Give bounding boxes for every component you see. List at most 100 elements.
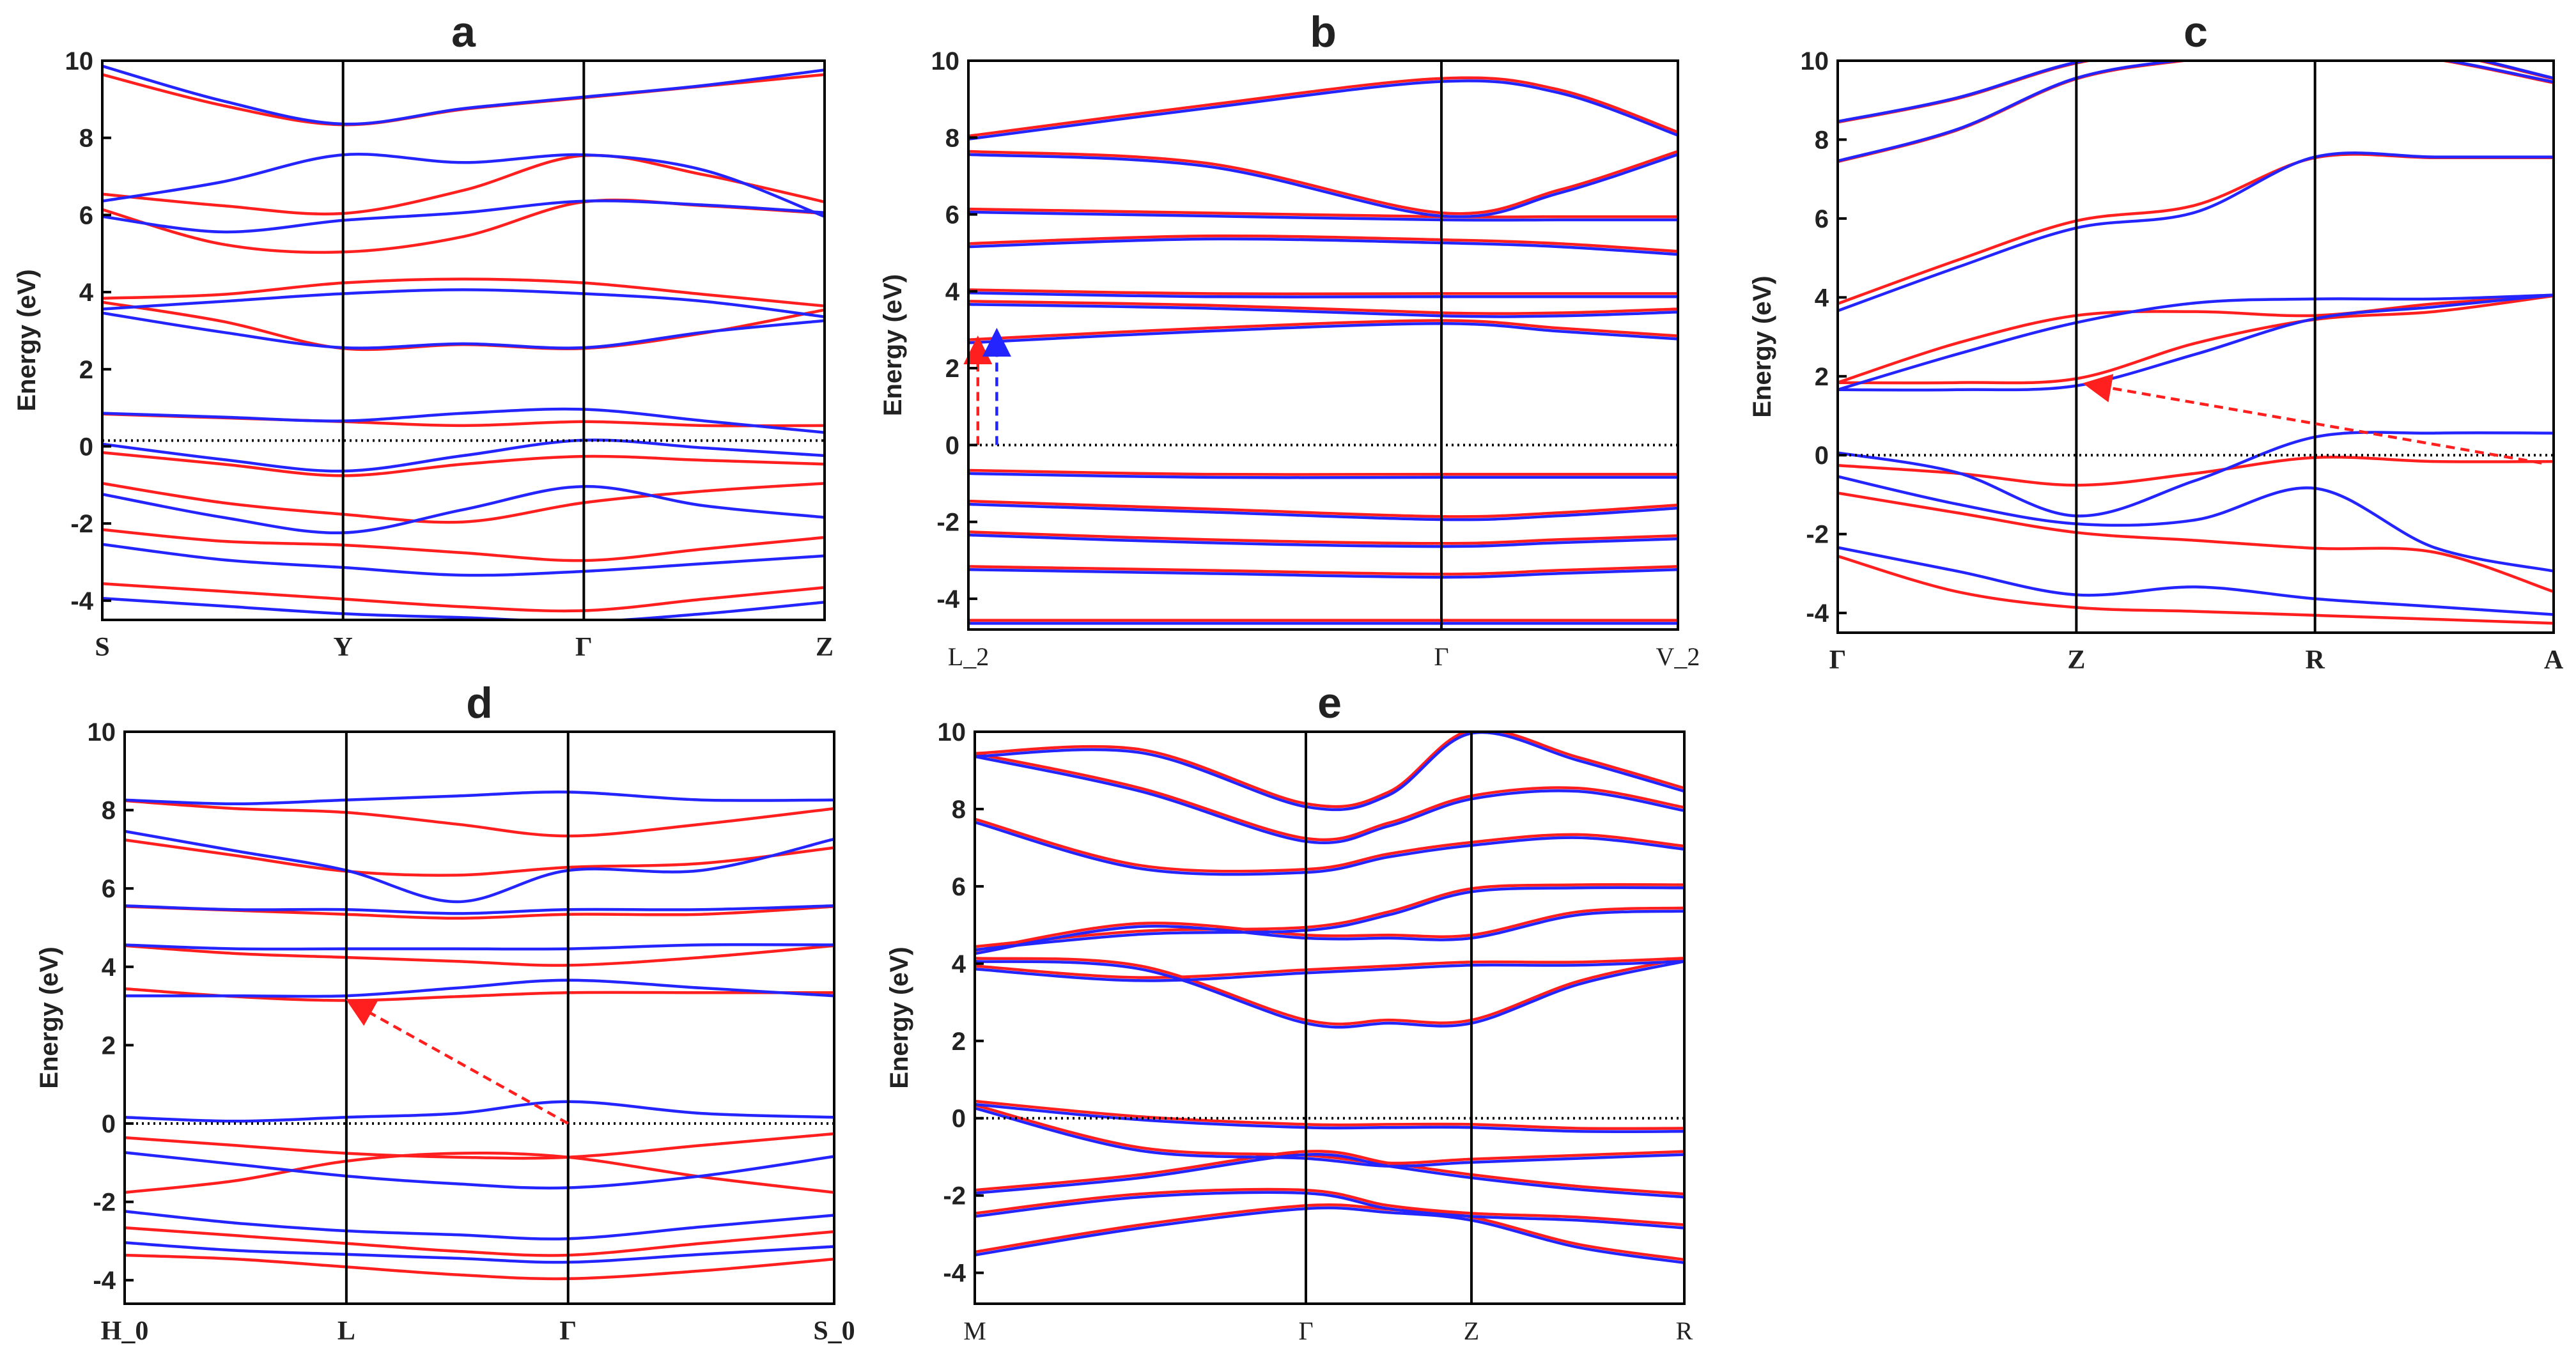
x-tick-label: Y	[333, 633, 352, 662]
band-down-5	[975, 959, 1684, 982]
band-up-7	[1838, 555, 2554, 625]
band-up-9	[975, 1150, 1684, 1196]
y-axis-label: Energy (eV)	[879, 274, 907, 416]
band-up-7	[125, 1226, 834, 1257]
band-down-8	[968, 502, 1678, 521]
x-tick-label: L	[338, 1317, 355, 1346]
band-down-9	[102, 596, 825, 620]
y-tick-label: -4	[93, 1267, 116, 1295]
band-down-2	[968, 210, 1678, 222]
transition-arrow-0	[345, 999, 569, 1125]
band-up-7	[102, 482, 825, 524]
transition-arrow-0	[2083, 374, 2542, 465]
x-tick-label: Z	[1464, 1317, 1479, 1345]
band-down-2	[125, 904, 834, 915]
plot-frame	[123, 730, 835, 1305]
y-tick-label: -4	[943, 1260, 966, 1288]
x-tick-label: S_0	[813, 1317, 855, 1346]
band-down-6	[1838, 475, 2554, 573]
y-tick-label: 10	[938, 718, 966, 746]
y-tick-label: 2	[79, 356, 93, 384]
y-tick-label: 0	[1815, 442, 1829, 470]
band-up-8	[125, 1253, 834, 1281]
y-axis-label: Energy (eV)	[885, 946, 913, 1088]
panel-d: 10 8 6 4 2 0 -2 -4 H_0 L Γ S_0 Energy (eV) d	[35, 679, 855, 1346]
band-up-2	[102, 198, 825, 254]
y-tick-label: -4	[1806, 599, 1829, 628]
x-tick-label: M	[963, 1317, 986, 1345]
band-down-11	[975, 1206, 1684, 1265]
y-tick-label: 0	[102, 1110, 116, 1138]
bands-c	[1838, 61, 2554, 625]
y-tick-label: 8	[952, 796, 966, 824]
band-down-1	[102, 153, 825, 218]
panel-title: e	[1317, 679, 1342, 727]
band-down-3	[1838, 293, 2554, 391]
x-tick-label: A	[2544, 645, 2564, 675]
band-down-0	[125, 791, 834, 806]
y-tick-label: 0	[952, 1105, 966, 1133]
band-up-1	[975, 752, 1684, 842]
band-down-10	[968, 568, 1678, 579]
panel-title: a	[451, 8, 476, 56]
band-down-3	[968, 237, 1678, 256]
band-up-4	[975, 906, 1684, 952]
band-down-0	[102, 65, 825, 126]
band-up-6	[968, 319, 1678, 341]
y-axis-label: Energy (eV)	[35, 946, 63, 1088]
band-down-6	[125, 1151, 834, 1190]
band-up-9	[102, 582, 825, 613]
y-tick-label: 0	[945, 431, 959, 460]
y-tick-label: 10	[88, 718, 116, 746]
panel-title: d	[466, 679, 493, 727]
bands-a	[102, 65, 825, 620]
y-tick-label: 2	[1815, 363, 1829, 391]
band-up-8	[968, 499, 1678, 518]
panel-e: 10 8 6 4 2 0 -2 -4 M Γ Z R Energy (eV) e	[885, 679, 1693, 1345]
band-down-3	[102, 288, 825, 318]
y-tick-label: 6	[1815, 205, 1829, 233]
band-down-5	[1838, 431, 2554, 518]
y-tick-label: -4	[70, 587, 93, 615]
band-up-6	[1838, 491, 2554, 593]
y-tick-label: 4	[1815, 284, 1829, 312]
band-up-11	[975, 1203, 1684, 1262]
band-down-6	[975, 959, 1684, 1029]
y-tick-label: -2	[93, 1189, 116, 1217]
band-up-7	[968, 468, 1678, 476]
y-tick-label: 8	[79, 125, 93, 153]
y-tick-label: -4	[936, 585, 959, 614]
band-down-0	[968, 79, 1678, 141]
x-tick-label: Γ	[575, 633, 593, 662]
band-down-4	[102, 311, 825, 350]
band-up-9	[968, 530, 1678, 545]
y-tick-label: 8	[102, 797, 116, 825]
y-tick-label: 4	[79, 279, 94, 307]
panel-title: b	[1310, 8, 1337, 56]
band-down-8	[125, 1241, 834, 1264]
y-tick-label: -2	[943, 1182, 966, 1210]
x-tick-label: Γ	[559, 1317, 577, 1346]
band-down-6	[102, 438, 825, 473]
bands-e	[975, 732, 1684, 1265]
y-tick-label: 6	[945, 201, 959, 229]
band-down-7	[1838, 546, 2554, 616]
band-down-10	[975, 1191, 1684, 1230]
band-down-5	[125, 1100, 834, 1123]
band-down-5	[968, 303, 1678, 318]
band-up-0	[975, 732, 1684, 808]
band-up-1	[125, 838, 834, 877]
y-tick-label: 4	[952, 950, 966, 978]
y-tick-label: 10	[1801, 47, 1829, 75]
y-tick-label: 4	[945, 278, 960, 306]
x-tick-label: L_2	[948, 642, 989, 671]
band-up-5	[968, 300, 1678, 315]
band-up-3	[125, 944, 834, 967]
band-down-7	[102, 484, 825, 535]
band-up-10	[975, 1187, 1684, 1226]
band-up-1	[1838, 61, 2554, 164]
plot-frame	[101, 59, 826, 621]
band-down-2	[975, 821, 1684, 876]
band-up-3	[975, 883, 1684, 948]
y-tick-label: 10	[65, 47, 94, 75]
